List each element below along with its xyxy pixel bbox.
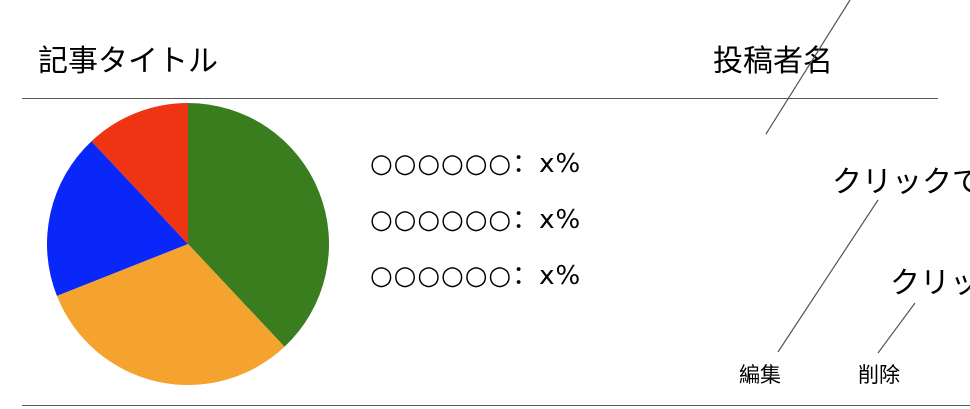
legend-value: x% [539, 261, 582, 291]
legend-item: ○○○○○○：x% [370, 199, 581, 236]
legend-sep: ： [512, 261, 540, 291]
annotation-note-edit: クリックで [832, 165, 970, 200]
pie-slice-1 [56, 244, 285, 385]
divider-bottom [22, 405, 970, 406]
delete-link[interactable]: 削除 [858, 363, 900, 387]
annotation-note-delete: クリッ [890, 266, 970, 301]
pie-slice-2 [47, 141, 189, 296]
pie-chart [47, 103, 329, 385]
legend-sep: ： [512, 205, 540, 235]
edit-link[interactable]: 編集 [739, 363, 781, 387]
pie-slice-3 [91, 103, 188, 244]
legend-name: ○○○○○○ [370, 205, 513, 235]
legend-item: ○○○○○○：x% [370, 143, 581, 180]
legend-value: x% [539, 149, 582, 179]
legend-name: ○○○○○○ [370, 149, 513, 179]
legend-item: ○○○○○○：x% [370, 255, 581, 292]
annotation-stroke-author [765, 0, 851, 135]
legend-sep: ： [512, 149, 540, 179]
article-title: 記事タイトル [38, 44, 218, 79]
divider-top [22, 98, 938, 99]
legend-name: ○○○○○○ [370, 261, 513, 291]
annotation-stroke-edit [777, 199, 879, 353]
annotation-stroke-delete [877, 302, 916, 354]
legend-value: x% [539, 205, 582, 235]
pie-slice-0 [188, 103, 329, 347]
author-name: 投稿者名 [713, 44, 833, 79]
